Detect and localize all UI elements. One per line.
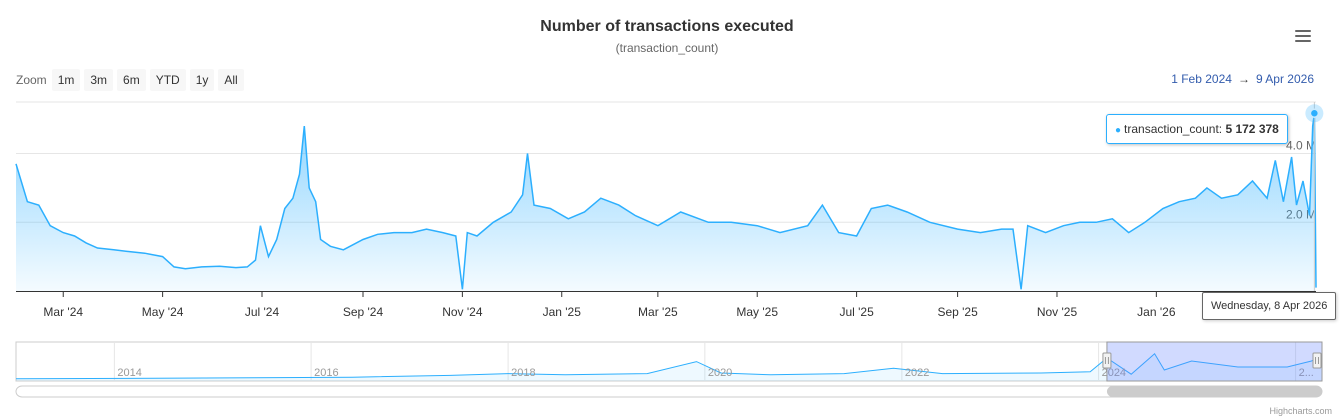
navigator-label: 2014 <box>117 367 141 379</box>
x-tick-label: Mar '25 <box>638 305 678 319</box>
navigator-area <box>16 353 1322 381</box>
x-tick-label: Jul '24 <box>245 305 280 319</box>
chart-title: Number of transactions executed <box>540 18 794 35</box>
x-axis-tooltip: Wednesday, 8 Apr 2026 <box>1202 292 1337 320</box>
range-from-date[interactable]: 1 Feb 2024 <box>1171 72 1232 86</box>
navigator-left-handle[interactable] <box>1102 352 1112 369</box>
x-tick-label: Jan '26 <box>1137 305 1176 319</box>
y-tick-label: 4.0 M <box>1286 139 1316 153</box>
zoom-ytd-button[interactable]: YTD <box>149 69 186 91</box>
zoom-1m-button[interactable]: 1m <box>51 69 81 91</box>
hover-point[interactable] <box>1309 108 1320 119</box>
range-to-date[interactable]: 9 Apr 2026 <box>1255 72 1314 86</box>
navigator-label: 2... <box>1299 367 1314 379</box>
zoom-1y-button[interactable]: 1y <box>189 69 215 91</box>
x-tick-label: Sep '24 <box>343 305 384 319</box>
series-tooltip: ● transaction_count: 5 172 378 <box>1106 114 1288 144</box>
navigator-handle-grip[interactable] <box>1312 352 1322 369</box>
x-tick-label: Nov '24 <box>442 305 483 319</box>
x-tick-label: Mar '24 <box>43 305 83 319</box>
zoom-6m-button[interactable]: 6m <box>117 69 146 91</box>
hover-point-halo <box>1305 104 1324 123</box>
x-tick-label: May '24 <box>142 305 184 319</box>
date-range: 1 Feb 2024 → 9 Apr 2026 <box>1171 72 1314 86</box>
chart-subtitle: (transaction_count) <box>615 41 719 55</box>
navigator-label: 2020 <box>708 367 732 379</box>
credits-link[interactable]: Highcharts.com <box>1269 406 1332 416</box>
tooltip-series-name: transaction_count <box>1124 122 1219 136</box>
series-area <box>16 113 1316 291</box>
x-tick-label: Sep '25 <box>937 305 978 319</box>
navigator-label: 2016 <box>314 367 338 379</box>
series-marker-icon: ● <box>1115 125 1122 136</box>
range-arrow-icon: → <box>1237 72 1250 86</box>
zoom-all-button[interactable]: All <box>218 69 244 91</box>
navigator-gridlines <box>113 342 1297 381</box>
navigator-labels: 2014 2016 2018 2020 2022 2024 2... <box>117 367 1314 379</box>
x-tick-label: Jan '25 <box>543 305 582 319</box>
navigator-right-handle[interactable] <box>1312 352 1322 369</box>
navigator-line <box>15 353 1322 380</box>
navigator-label: 2022 <box>905 367 929 379</box>
navigator-label: 2024 <box>1102 367 1126 379</box>
navigator-handle-grip[interactable] <box>1102 352 1112 369</box>
zoom-controls: Zoom 1m 3m 6m YTD 1y All <box>16 69 248 91</box>
x-axis-ticks: Mar '24 May '24 Jul '24 Sep '24 Nov '24 Jan '… <box>43 291 1176 319</box>
hamburger-menu-icon[interactable] <box>1294 28 1312 44</box>
series-line[interactable] <box>15 113 1317 290</box>
navigator[interactable]: 2014 2016 2018 2020 2022 2024 2... <box>15 341 1323 382</box>
tooltip-value: 5 172 378 <box>1225 122 1279 136</box>
x-tick-label: Jul '25 <box>839 305 874 319</box>
navigator-selection[interactable] <box>1106 341 1323 382</box>
x-tick-label: May '25 <box>736 305 778 319</box>
zoom-label: Zoom <box>16 73 47 87</box>
navigator-label: 2018 <box>511 367 535 379</box>
scrollbar-thumb[interactable] <box>1106 386 1322 397</box>
x-tick-label: Nov '25 <box>1037 305 1078 319</box>
zoom-3m-button[interactable]: 3m <box>84 69 114 91</box>
